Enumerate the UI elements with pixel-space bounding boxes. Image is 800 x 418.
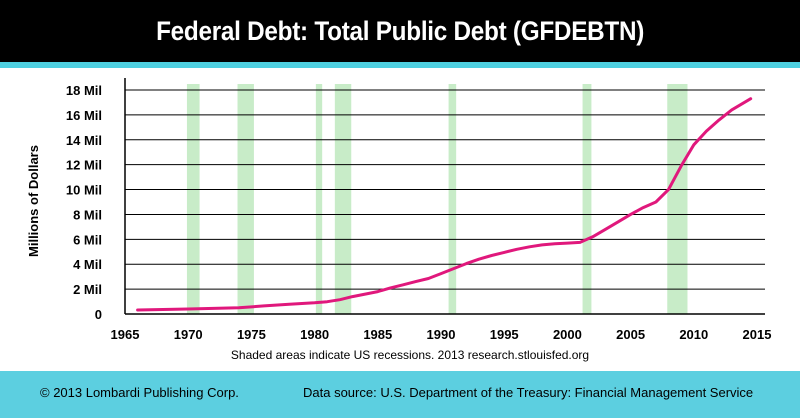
title-bar: Federal Debt: Total Public Debt (GFDEBTN…: [0, 0, 800, 62]
y-tick-label: 18 Mil: [66, 83, 102, 98]
debt-line-chart: 0 2 Mil 4 Mil 6 Mil 8 Mil 10 Mil 12 Mil 14 Mil 1…: [26, 78, 772, 362]
y-tick-label: 2 Mil: [73, 282, 102, 297]
y-tick-label: 8 Mil: [73, 207, 102, 222]
x-tick-label: 2000: [553, 327, 582, 342]
x-tick-label: 1975: [237, 327, 266, 342]
axes: [124, 78, 765, 315]
recession-band: [448, 84, 457, 314]
recession-band: [237, 84, 254, 314]
x-tick-label: 2005: [616, 327, 645, 342]
recession-band: [667, 84, 688, 314]
recession-band: [315, 84, 323, 314]
x-tick-label: 1980: [300, 327, 329, 342]
copyright-text: © 2013 Lombardi Publishing Corp.: [40, 385, 239, 400]
recession-band: [186, 84, 200, 314]
x-tick-labels: 1965 1970 1975 1980 1985 1990 1995 2000 2005 2010…: [111, 327, 772, 342]
recession-note: Shaded areas indicate US recessions. 201…: [231, 348, 589, 362]
x-tick-label: 2015: [743, 327, 772, 342]
x-tick-label: 1985: [363, 327, 392, 342]
y-tick-label: 0: [95, 307, 102, 322]
y-tick-label: 6 Mil: [73, 232, 102, 247]
x-tick-label: 1995: [490, 327, 519, 342]
x-tick-label: 1970: [174, 327, 203, 342]
accent-strip: [0, 62, 800, 68]
y-tick-label: 10 Mil: [66, 183, 102, 198]
y-tick-labels: 0 2 Mil 4 Mil 6 Mil 8 Mil 10 Mil 12 Mil 14 Mil 1…: [66, 83, 102, 322]
recession-band: [582, 84, 592, 314]
x-tick-label: 1965: [111, 327, 140, 342]
recession-bands: [186, 84, 688, 314]
debt-series-line: [136, 97, 753, 312]
recession-band: [334, 84, 352, 314]
y-tick-label: 12 Mil: [66, 158, 102, 173]
gridlines: [125, 89, 765, 290]
y-tick-label: 4 Mil: [73, 257, 102, 272]
y-tick-label: 14 Mil: [66, 133, 102, 148]
y-axis-label: Millions of Dollars: [26, 145, 41, 257]
data-source-text: Data source: U.S. Department of the Trea…: [303, 385, 754, 400]
footer: © 2013 Lombardi Publishing Corp. Data so…: [0, 371, 800, 418]
x-tick-label: 2010: [679, 327, 708, 342]
y-tick-label: 16 Mil: [66, 108, 102, 123]
chart-title: Federal Debt: Total Public Debt (GFDEBTN…: [156, 15, 644, 46]
chart-area: 0 2 Mil 4 Mil 6 Mil 8 Mil 10 Mil 12 Mil 14 Mil 1…: [0, 68, 800, 371]
x-tick-label: 1990: [427, 327, 456, 342]
